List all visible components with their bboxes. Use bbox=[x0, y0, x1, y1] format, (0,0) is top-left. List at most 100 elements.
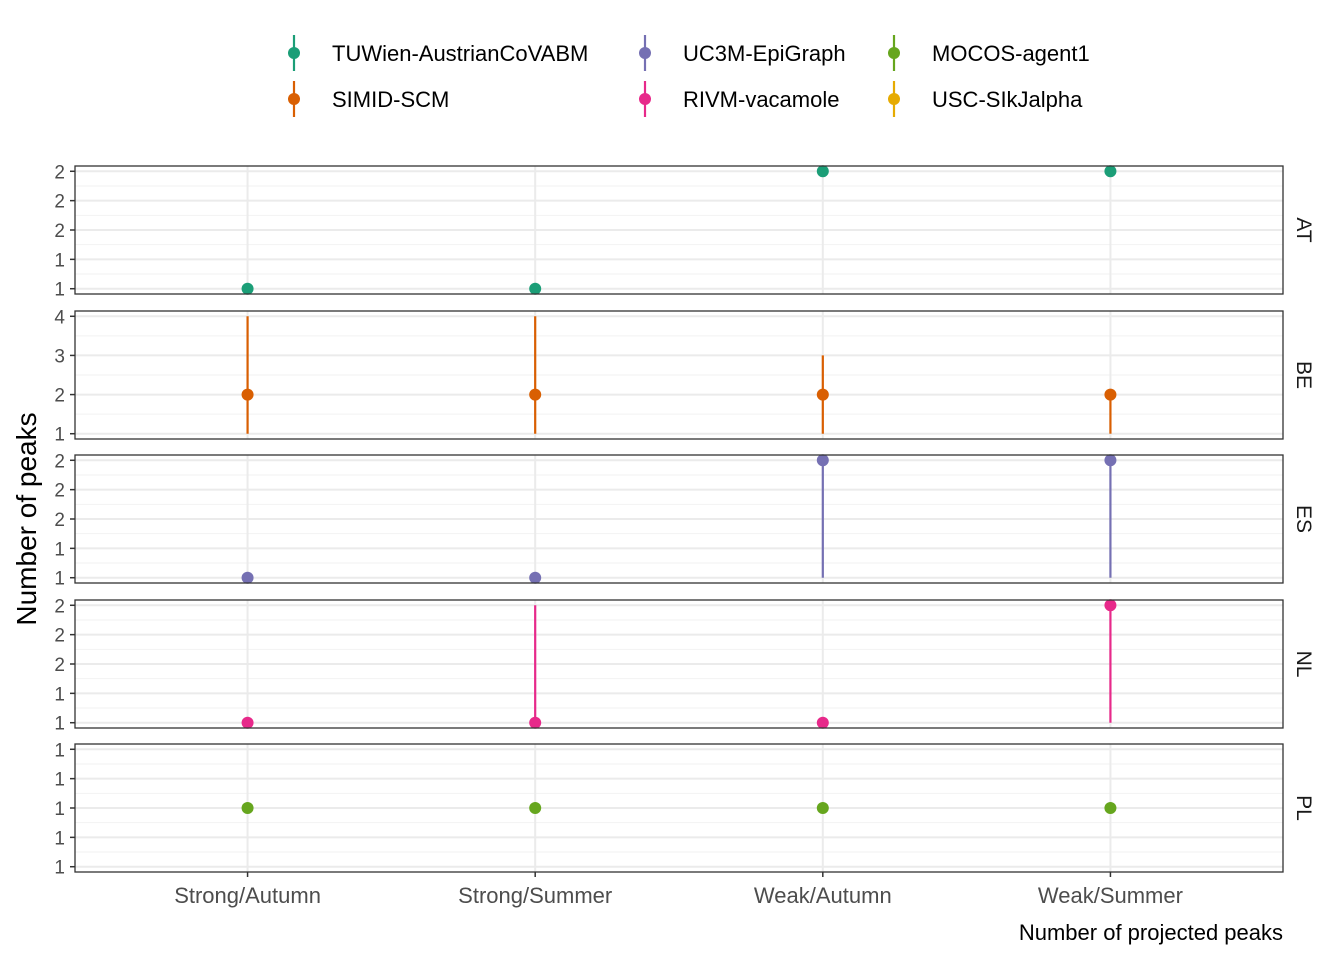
y-tick-label: 1 bbox=[54, 539, 65, 560]
legend-label: UC3M-EpiGraph bbox=[683, 41, 846, 66]
data-point-group bbox=[816, 454, 829, 578]
legend-key-point bbox=[888, 93, 900, 105]
y-tick-label: 1 bbox=[54, 250, 65, 271]
legend-label: USC-SIkJalpha bbox=[932, 87, 1083, 112]
data-point bbox=[816, 165, 829, 178]
legend-key-point bbox=[639, 93, 651, 105]
legend-item: MOCOS-agent1 bbox=[888, 35, 1090, 71]
data-point bbox=[1104, 388, 1117, 401]
data-point-group bbox=[529, 802, 542, 814]
data-point-group bbox=[1104, 388, 1117, 434]
data-point-group bbox=[816, 802, 829, 814]
x-tick-label: Strong/Summer bbox=[458, 883, 612, 908]
y-tick-label: 1 bbox=[54, 799, 65, 820]
y-tick-label: 2 bbox=[54, 451, 65, 472]
data-point bbox=[1104, 802, 1117, 814]
panel-border bbox=[74, 599, 1284, 729]
facet-panel-be: 1 2 3 4 BE bbox=[54, 307, 1315, 445]
data-point-group bbox=[1104, 454, 1117, 578]
data-point bbox=[529, 716, 542, 729]
data-point bbox=[241, 282, 254, 295]
legend-key-point bbox=[288, 47, 300, 59]
facet-panel-es: 1 1 2 2 2 ES bbox=[54, 451, 1315, 589]
legend-key-point bbox=[888, 47, 900, 59]
data-point-group bbox=[816, 716, 829, 729]
legend-label: TUWien-AustrianCoVABM bbox=[332, 41, 588, 66]
data-point-group bbox=[529, 605, 542, 729]
y-tick-label: 2 bbox=[54, 162, 65, 183]
legend-label: RIVM-vacamole bbox=[683, 87, 839, 112]
legend-item: USC-SIkJalpha bbox=[888, 81, 1083, 117]
data-point-group bbox=[241, 571, 254, 584]
x-axis-title: Number of projected peaks bbox=[1019, 920, 1283, 945]
y-tick-label: 1 bbox=[54, 828, 65, 849]
data-point bbox=[529, 802, 542, 814]
data-point bbox=[1104, 165, 1117, 178]
panel-border bbox=[74, 454, 1284, 584]
x-axis: Strong/Autumn Strong/Summer Weak/Autumn Wea… bbox=[174, 872, 1183, 908]
y-tick-label: 1 bbox=[54, 684, 65, 705]
data-point bbox=[816, 388, 829, 401]
x-tick-label: Strong/Autumn bbox=[174, 883, 321, 908]
data-point-group bbox=[1104, 599, 1117, 723]
y-tick-label: 1 bbox=[54, 740, 65, 761]
y-tick-label: 3 bbox=[54, 346, 65, 367]
data-point-group bbox=[816, 355, 829, 434]
x-tick-label: Weak/Autumn bbox=[754, 883, 892, 908]
y-tick-label: 1 bbox=[54, 714, 65, 735]
legend-key-point bbox=[639, 47, 651, 59]
data-point bbox=[816, 716, 829, 729]
y-tick-label: 1 bbox=[54, 858, 65, 879]
legend-item: RIVM-vacamole bbox=[639, 81, 839, 117]
facet-strip-label: NL bbox=[1292, 651, 1315, 678]
data-point-group bbox=[1104, 802, 1117, 814]
y-tick-label: 2 bbox=[54, 386, 65, 407]
data-point bbox=[241, 571, 254, 584]
data-point-group bbox=[529, 316, 542, 434]
y-tick-label: 1 bbox=[54, 280, 65, 301]
legend-label: SIMID-SCM bbox=[332, 87, 449, 112]
y-tick-label: 2 bbox=[54, 510, 65, 531]
data-point bbox=[529, 388, 542, 401]
data-point bbox=[241, 716, 254, 729]
legend-item: TUWien-AustrianCoVABM bbox=[288, 35, 588, 71]
facet-strip-label: BE bbox=[1292, 361, 1315, 389]
data-point bbox=[241, 802, 254, 814]
data-point bbox=[1104, 599, 1117, 612]
data-point-group bbox=[241, 316, 254, 434]
panel-border bbox=[74, 165, 1284, 295]
legend-label: MOCOS-agent1 bbox=[932, 41, 1090, 66]
legend-item: UC3M-EpiGraph bbox=[639, 35, 846, 71]
y-tick-label: 1 bbox=[54, 569, 65, 590]
facet-strip-label: AT bbox=[1292, 217, 1315, 242]
y-axis-title: Number of peaks bbox=[11, 412, 42, 625]
facet-strip-label: ES bbox=[1292, 505, 1315, 533]
data-point bbox=[816, 454, 829, 467]
y-tick-label: 1 bbox=[54, 770, 65, 791]
data-point bbox=[816, 802, 829, 814]
y-tick-label: 2 bbox=[54, 655, 65, 676]
data-point-group bbox=[241, 802, 254, 814]
data-point bbox=[1104, 454, 1117, 467]
facet-panel-nl: 1 1 2 2 2 NL bbox=[54, 596, 1315, 734]
legend-key-point bbox=[288, 93, 300, 105]
y-tick-label: 2 bbox=[54, 626, 65, 647]
data-point-group bbox=[1104, 165, 1117, 178]
panel-border bbox=[74, 743, 1284, 873]
legend: TUWien-AustrianCoVABM SIMID-SCM UC3M-EpiGr… bbox=[288, 35, 1090, 117]
y-tick-label: 2 bbox=[54, 221, 65, 242]
y-tick-label: 2 bbox=[54, 481, 65, 502]
data-point-group bbox=[529, 571, 542, 584]
y-tick-label: 2 bbox=[54, 596, 65, 617]
data-point-group bbox=[241, 716, 254, 729]
data-point-group bbox=[241, 282, 254, 295]
data-point-group bbox=[529, 282, 542, 295]
y-tick-label: 4 bbox=[54, 307, 65, 328]
y-tick-label: 2 bbox=[54, 192, 65, 213]
x-tick-label: Weak/Summer bbox=[1038, 883, 1183, 908]
data-point-group bbox=[816, 165, 829, 178]
panel-border bbox=[74, 310, 1284, 440]
data-point bbox=[241, 388, 254, 401]
data-point bbox=[529, 282, 542, 295]
